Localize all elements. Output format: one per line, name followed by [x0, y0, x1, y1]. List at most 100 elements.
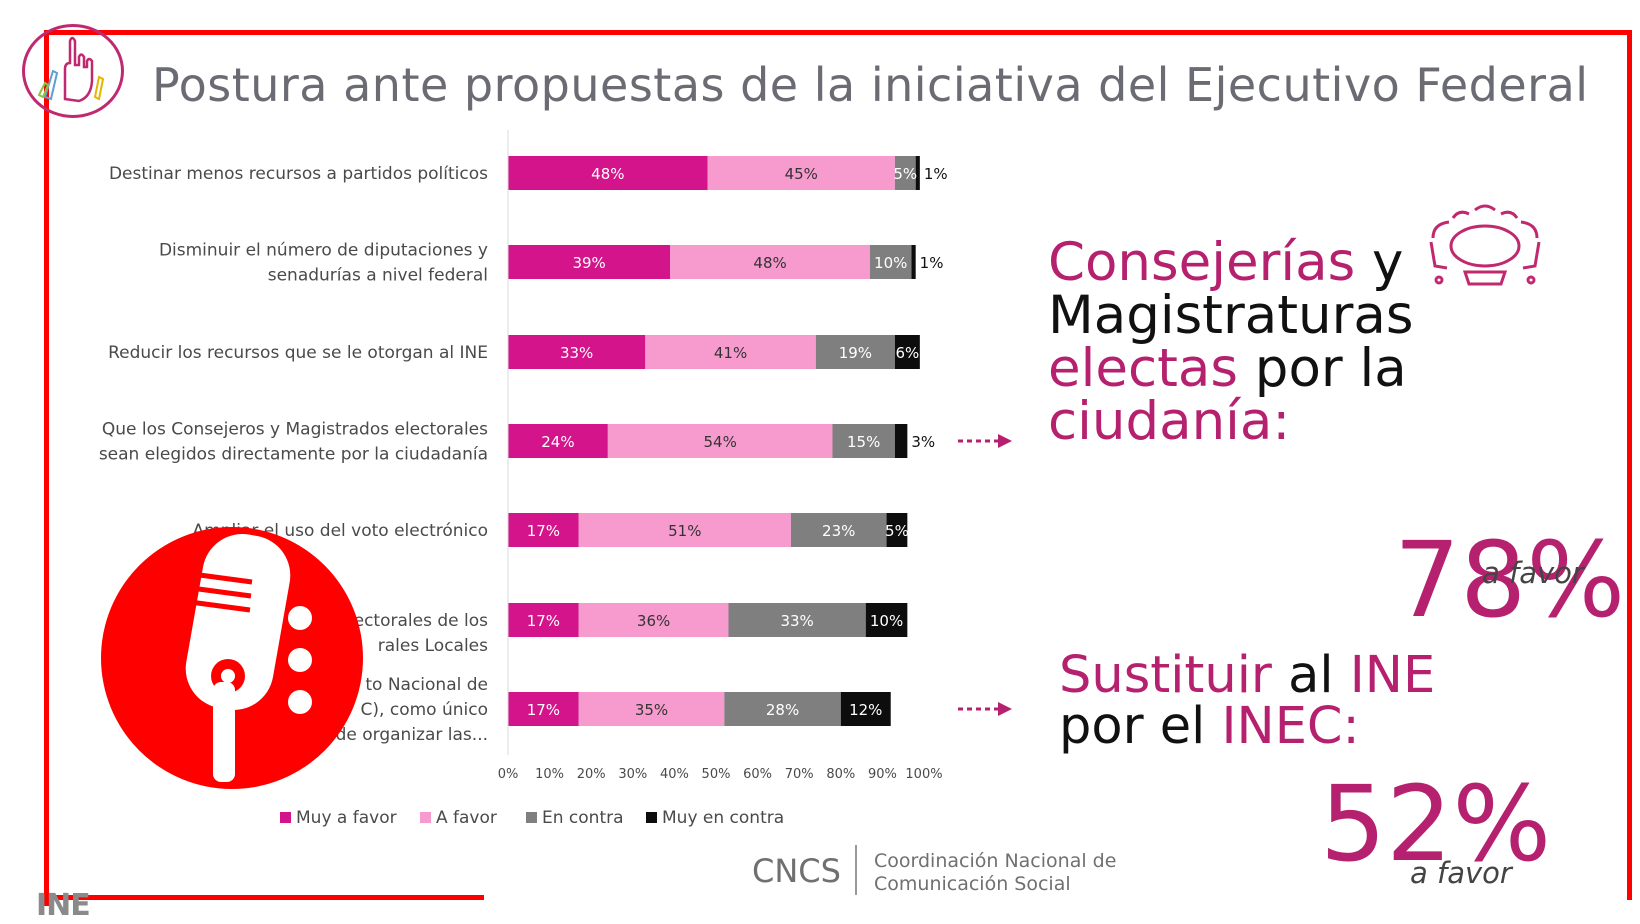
- footer-acronym: CNCS: [752, 852, 841, 890]
- category-label: Destinar menos recursos a partidos polít…: [109, 164, 488, 184]
- x-tick-label: 30%: [618, 767, 647, 782]
- data-label: 24%: [541, 433, 574, 451]
- data-label: 23%: [822, 522, 855, 540]
- bar-segment: [578, 603, 729, 637]
- category-label: sean elegidos directamente por la ciudad…: [99, 445, 488, 465]
- legend-label: A favor: [436, 808, 497, 828]
- callout-line: electas por la: [1048, 342, 1414, 395]
- bar-segment: [915, 156, 920, 190]
- bar-segment: [508, 335, 646, 369]
- callout-text: por el: [1059, 697, 1222, 756]
- bar-segment: [911, 245, 916, 279]
- bar-segment: [865, 603, 908, 637]
- bar-segment: [894, 335, 920, 369]
- category-label: o de organizar las...: [320, 725, 488, 745]
- x-tick-label: 60%: [743, 767, 772, 782]
- legend-label: Muy en contra: [662, 808, 784, 828]
- data-label: 15%: [847, 433, 880, 451]
- hand-logo-icon: [22, 24, 124, 118]
- category-label: Disminuir el número de diputaciones y: [159, 241, 488, 261]
- arrow-head-icon: [998, 434, 1012, 448]
- x-tick-label: 80%: [826, 767, 855, 782]
- bar-segment: [894, 424, 908, 458]
- data-label: 12%: [849, 701, 882, 719]
- legend-label: Muy a favor: [296, 808, 397, 828]
- callout-sustituir-value: 52%: [1320, 763, 1552, 885]
- legend-label: En contra: [542, 808, 624, 828]
- callout-text: ciudanía:: [1048, 391, 1291, 452]
- callout-text: INE: [1349, 646, 1436, 705]
- bar-segment: [508, 603, 579, 637]
- callout-text: Magistraturas: [1048, 285, 1414, 346]
- callout-text: al: [1271, 646, 1350, 705]
- callout-sustituir-favor: a favor: [1410, 856, 1512, 890]
- footer-org-line1: Coordinación Nacional de: [874, 850, 1117, 872]
- data-label: 5%: [885, 522, 909, 540]
- bar-segment: [724, 692, 841, 726]
- bar-segment: [815, 335, 895, 369]
- bar-segment: [886, 513, 908, 547]
- category-label: Que los Consejeros y Magistrados elector…: [102, 420, 488, 440]
- frame-right-border: [1627, 30, 1632, 900]
- bar-segment: [508, 245, 671, 279]
- data-label: 45%: [785, 165, 818, 183]
- callout-line: ciudanía:: [1048, 395, 1414, 448]
- category-label: lectorales de los: [349, 611, 488, 631]
- callout-text: Sustituir: [1059, 646, 1272, 705]
- bar-segment: [508, 424, 608, 458]
- data-label: 17%: [527, 701, 560, 719]
- callout-text: INEC:: [1221, 697, 1360, 756]
- x-tick-label: 0%: [498, 767, 519, 782]
- data-label: 39%: [572, 254, 605, 272]
- x-tick-label: 40%: [660, 767, 689, 782]
- bar-segment: [508, 156, 708, 190]
- data-label: 19%: [839, 344, 872, 362]
- x-tick-label: 50%: [702, 767, 731, 782]
- x-tick-label: 100%: [905, 767, 942, 782]
- data-label: 17%: [527, 612, 560, 630]
- data-label: 33%: [560, 344, 593, 362]
- data-label: 48%: [753, 254, 786, 272]
- legend-swatch: [420, 812, 431, 823]
- bar-segment: [645, 335, 816, 369]
- x-tick-label: 10%: [535, 767, 564, 782]
- data-label: 36%: [637, 612, 670, 630]
- data-label: 48%: [591, 165, 624, 183]
- callout-sustituir-ine: Sustituir al INE por el INEC:: [1059, 650, 1435, 752]
- category-label: rales Locales: [378, 636, 488, 656]
- x-tick-label: 90%: [868, 767, 897, 782]
- callout-line: Sustituir al INE: [1059, 650, 1435, 701]
- bar-segment: [707, 156, 895, 190]
- data-label: 35%: [635, 701, 668, 719]
- category-label: to Nacional de: [365, 675, 488, 695]
- bar-segment: [508, 692, 579, 726]
- x-tick-label: 20%: [577, 767, 606, 782]
- callout-line: Consejerías y: [1048, 236, 1414, 289]
- callout-text: y: [1355, 232, 1404, 293]
- microphone-icon[interactable]: [100, 526, 364, 790]
- callout-text: electas: [1048, 338, 1238, 399]
- frame-bottom-border: [44, 895, 484, 900]
- data-label: 3%: [911, 433, 935, 451]
- category-label: C), como único: [361, 700, 488, 720]
- legend-swatch: [280, 812, 291, 823]
- bar-segment: [869, 245, 912, 279]
- data-label: 10%: [870, 612, 903, 630]
- data-label: 51%: [668, 522, 701, 540]
- frame-top-border: [44, 30, 1632, 35]
- data-label: 33%: [780, 612, 813, 630]
- category-label: senadurías a nivel federal: [268, 266, 488, 286]
- data-label: 41%: [714, 344, 747, 362]
- data-label: 28%: [766, 701, 799, 719]
- callout-consejerias-value: 78%: [1394, 519, 1626, 641]
- data-label: 10%: [874, 254, 907, 272]
- bar-segment: [607, 424, 833, 458]
- callout-text: por la: [1237, 338, 1407, 399]
- bar-segment: [508, 513, 579, 547]
- category-label: Reducir los recursos que se le otorgan a…: [108, 343, 488, 363]
- footer-divider: [855, 845, 857, 895]
- data-label: 6%: [895, 344, 919, 362]
- frame-left-border: [44, 30, 49, 906]
- data-label: 54%: [703, 433, 736, 451]
